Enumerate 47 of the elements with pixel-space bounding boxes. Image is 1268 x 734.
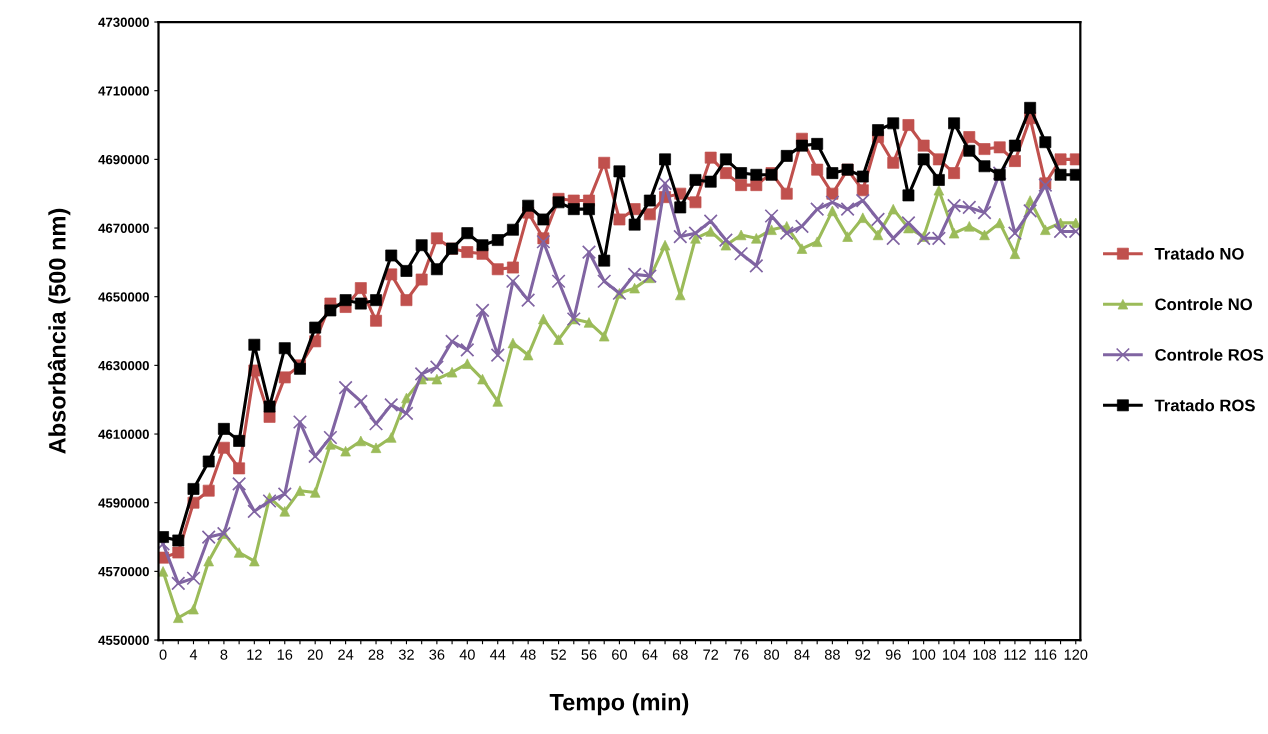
y-tick-label: 4730000 xyxy=(98,17,149,27)
x-tick-label: 84 xyxy=(794,649,810,660)
x-tick-label: 116 xyxy=(1034,649,1057,660)
x-tick-label: 112 xyxy=(1004,649,1026,660)
x-tick-label: 68 xyxy=(672,649,688,660)
x-tick-label: 32 xyxy=(398,649,414,660)
x-tick-label: 80 xyxy=(764,649,780,660)
legend-label: Controle NO xyxy=(1155,298,1252,311)
x-tick-label: 88 xyxy=(824,649,840,660)
y-tick-label: 4650000 xyxy=(98,292,149,302)
y-tick-label: 4570000 xyxy=(98,566,149,577)
x-tick-label: 96 xyxy=(885,649,901,660)
x-tick-label: 4 xyxy=(189,649,198,660)
x-tick-label: 12 xyxy=(247,649,262,660)
legend-label: Controle ROS xyxy=(1155,348,1264,361)
x-tick-label: 92 xyxy=(855,649,871,660)
y-tick-label: 4630000 xyxy=(98,360,149,371)
x-tick-label: 28 xyxy=(368,649,384,660)
x-tick-label: 44 xyxy=(489,649,506,660)
y-tick-label: 4550000 xyxy=(98,635,149,645)
x-tick-label: 104 xyxy=(943,649,966,660)
x-tick-label: 40 xyxy=(459,649,475,660)
x-tick-label: 48 xyxy=(520,649,536,660)
x-tick-label: 8 xyxy=(220,649,228,660)
x-tick-label: 56 xyxy=(581,649,597,660)
x-axis-title: Tempo (min) xyxy=(549,693,689,716)
x-tick-label: 76 xyxy=(733,649,749,660)
y-tick-label: 4670000 xyxy=(98,223,149,233)
x-tick-label: 0 xyxy=(159,649,167,660)
y-tick-label: 4690000 xyxy=(98,154,149,165)
y-tick-label: 4610000 xyxy=(98,429,149,439)
x-tick-label: 36 xyxy=(429,649,445,660)
x-tick-label: 120 xyxy=(1064,649,1088,660)
x-tick-label: 20 xyxy=(307,649,323,660)
y-tick-label: 4710000 xyxy=(98,86,149,96)
x-tick-label: 16 xyxy=(277,649,293,660)
x-tick-label: 24 xyxy=(338,649,354,660)
x-tick-label: 60 xyxy=(612,649,627,660)
y-tick-label: 4590000 xyxy=(98,498,149,508)
y-axis-title: Absorbância (500 nm) xyxy=(47,208,71,454)
x-tick-label: 108 xyxy=(973,649,997,660)
legend-label: Tratado NO xyxy=(1154,247,1244,260)
legend-label: Tratado ROS xyxy=(1154,399,1255,412)
x-tick-label: 100 xyxy=(912,649,936,660)
x-tick-label: 52 xyxy=(551,649,566,660)
x-tick-label: 64 xyxy=(642,649,658,660)
x-tick-label: 72 xyxy=(703,649,719,660)
